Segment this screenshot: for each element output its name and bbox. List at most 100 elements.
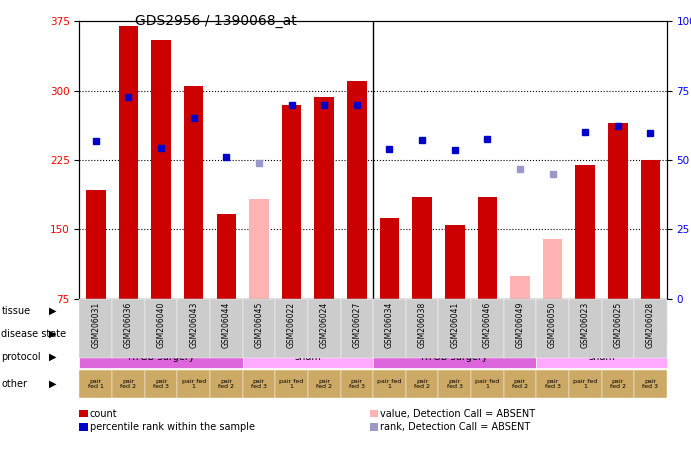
Text: GSM206027: GSM206027 — [352, 301, 361, 348]
Bar — [178, 299, 210, 358]
Bar — [79, 300, 373, 322]
Text: pair
fed 2: pair fed 2 — [414, 379, 430, 389]
Bar — [151, 40, 171, 299]
Bar — [406, 370, 438, 398]
Bar — [178, 370, 210, 398]
Bar — [477, 197, 497, 299]
Text: pair
fed 2: pair fed 2 — [218, 379, 234, 389]
Bar — [184, 86, 203, 299]
Text: value, Detection Call = ABSENT: value, Detection Call = ABSENT — [380, 409, 535, 419]
Text: control: control — [307, 329, 341, 339]
Bar — [373, 322, 471, 345]
Bar — [634, 370, 667, 398]
Text: ▶: ▶ — [49, 306, 57, 316]
Bar — [406, 299, 438, 358]
Text: other: other — [1, 379, 28, 389]
Bar — [144, 370, 178, 398]
Text: control: control — [601, 329, 635, 339]
Bar — [79, 370, 112, 398]
Bar — [536, 370, 569, 398]
Text: GSM206031: GSM206031 — [91, 301, 100, 348]
Bar — [144, 299, 178, 358]
Text: GSM206043: GSM206043 — [189, 301, 198, 348]
Text: ▶: ▶ — [49, 379, 57, 389]
Text: tissue: tissue — [1, 306, 30, 316]
Bar — [86, 191, 106, 299]
Bar — [569, 322, 667, 345]
Text: GSM206041: GSM206041 — [451, 301, 460, 348]
Bar — [243, 370, 275, 398]
Text: GSM206025: GSM206025 — [614, 301, 623, 348]
Text: pair
fed 3: pair fed 3 — [643, 379, 659, 389]
Bar — [112, 299, 144, 358]
Bar — [249, 199, 269, 299]
Bar — [275, 370, 308, 398]
Text: pair
fed 3: pair fed 3 — [153, 379, 169, 389]
Bar — [314, 97, 334, 299]
Bar — [119, 26, 138, 299]
Bar — [282, 105, 301, 299]
Text: GSM206044: GSM206044 — [222, 301, 231, 348]
Text: weight lost: weight lost — [200, 329, 253, 339]
Text: GSM206034: GSM206034 — [385, 301, 394, 348]
Bar — [373, 345, 536, 368]
Bar — [608, 123, 627, 299]
Bar — [438, 370, 471, 398]
Text: RYGB surgery: RYGB surgery — [128, 352, 194, 362]
Text: pair fed
1: pair fed 1 — [182, 379, 206, 389]
Text: ▶: ▶ — [49, 352, 57, 362]
Text: count: count — [90, 409, 117, 419]
Bar — [471, 370, 504, 398]
Text: pair
fed 3: pair fed 3 — [349, 379, 365, 389]
Text: GDS2956 / 1390068_at: GDS2956 / 1390068_at — [135, 14, 296, 28]
Text: GSM206046: GSM206046 — [483, 301, 492, 348]
Bar — [602, 299, 634, 358]
Text: pair fed
1: pair fed 1 — [475, 379, 500, 389]
Bar — [543, 238, 562, 299]
Text: pair fed
1: pair fed 1 — [377, 379, 401, 389]
Text: GSM206023: GSM206023 — [580, 301, 589, 348]
Text: pair
fed 3: pair fed 3 — [251, 379, 267, 389]
Bar — [275, 322, 373, 345]
Text: pair
fed 3: pair fed 3 — [446, 379, 463, 389]
Bar — [445, 225, 464, 299]
Bar — [569, 370, 602, 398]
Bar — [79, 322, 178, 345]
Bar — [536, 299, 569, 358]
Text: GSM206028: GSM206028 — [646, 301, 655, 348]
Bar — [79, 299, 112, 358]
Bar — [210, 299, 243, 358]
Text: GSM206022: GSM206022 — [287, 301, 296, 348]
Text: GSM206040: GSM206040 — [157, 301, 166, 348]
Bar — [308, 370, 341, 398]
Bar — [634, 299, 667, 358]
Text: weight lost: weight lost — [493, 329, 547, 339]
Text: disease state: disease state — [1, 329, 66, 339]
Text: percentile rank within the sample: percentile rank within the sample — [90, 422, 255, 432]
Text: GSM206045: GSM206045 — [254, 301, 263, 348]
Text: GSM206050: GSM206050 — [548, 301, 557, 348]
Text: pair
fed 3: pair fed 3 — [545, 379, 560, 389]
Text: pair
fed 1: pair fed 1 — [88, 379, 104, 389]
Text: rank, Detection Call = ABSENT: rank, Detection Call = ABSENT — [380, 422, 530, 432]
Text: protocol: protocol — [1, 352, 41, 362]
Bar — [275, 299, 308, 358]
Bar — [510, 275, 530, 299]
Text: pair
fed 2: pair fed 2 — [610, 379, 626, 389]
Text: sham: sham — [588, 352, 615, 362]
Text: hypothalamus: hypothalamus — [485, 306, 555, 316]
Bar — [373, 299, 406, 358]
Text: subcutaneous abdominal fat: subcutaneous abdominal fat — [156, 306, 296, 316]
Text: pair
fed 2: pair fed 2 — [512, 379, 528, 389]
Bar — [504, 370, 536, 398]
Bar — [413, 197, 432, 299]
Bar — [341, 299, 373, 358]
Text: ▶: ▶ — [49, 329, 57, 339]
Bar — [471, 299, 504, 358]
Bar — [641, 160, 661, 299]
Bar — [471, 322, 569, 345]
Bar — [216, 214, 236, 299]
Bar — [373, 370, 406, 398]
Text: weight regained: weight regained — [89, 329, 168, 339]
Bar — [243, 345, 373, 368]
